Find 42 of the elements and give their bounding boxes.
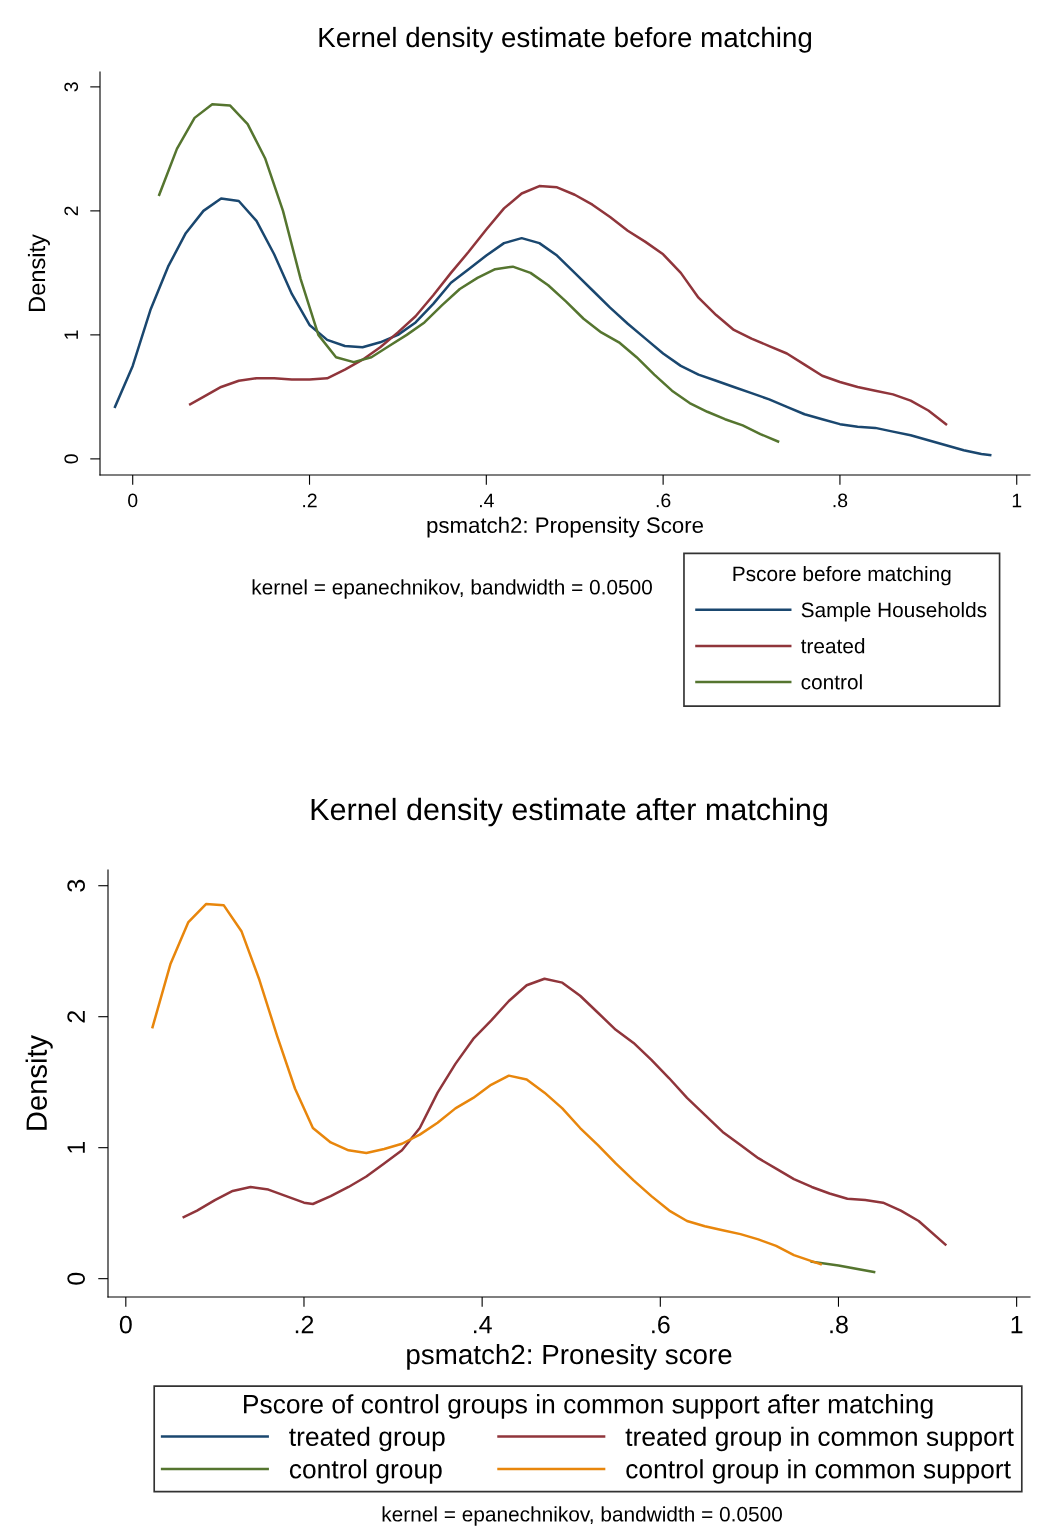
x-tick-label: .2 xyxy=(295,1315,314,1334)
x-tick-label: 1 xyxy=(1011,1315,1023,1334)
y-axis-title: Density xyxy=(25,1034,53,1130)
x-tick-label: .8 xyxy=(833,493,848,508)
line-series xyxy=(113,197,992,457)
line-series xyxy=(188,184,948,426)
chart-title: Kernel density estimate after matching xyxy=(311,797,827,827)
legend-label: treated xyxy=(800,638,865,654)
line-series xyxy=(182,977,947,1246)
y-tick-label: 3 xyxy=(67,879,85,892)
x-axis-title: psmatch2: Propensity Score xyxy=(427,516,703,538)
legend-label: control xyxy=(801,674,862,690)
x-axis-title: psmatch2: Pronesity score xyxy=(407,1343,732,1370)
x-tick-label: .2 xyxy=(303,493,317,508)
y-tick-label: 2 xyxy=(64,206,78,216)
legend-label: Sample Households xyxy=(801,602,987,622)
x-tick-label: .4 xyxy=(474,1315,492,1334)
legend-label: control group in common support xyxy=(626,1459,1011,1484)
x-tick-label: 0 xyxy=(128,493,138,508)
chart-title: Kernel density estimate before matching xyxy=(319,26,812,53)
y-tick-label: 1 xyxy=(64,330,78,339)
x-tick-label: 1 xyxy=(1012,493,1022,508)
legend-title: Pscore of control groups in common support after matching xyxy=(244,1394,933,1419)
x-tick-label: .4 xyxy=(479,493,494,508)
y-tick-label: 0 xyxy=(67,1272,85,1285)
y-tick-label: 2 xyxy=(67,1011,85,1023)
y-tick-label: 0 xyxy=(64,454,79,464)
line-series xyxy=(157,102,780,443)
text: kernel = epanechnikov, bandwidth = 0.0500 xyxy=(382,1506,782,1526)
legend-title: Pscore before matching xyxy=(733,565,951,586)
y-tick-label: 3 xyxy=(64,82,79,92)
legend-label: treated group xyxy=(289,1426,445,1452)
y-tick-label: 1 xyxy=(67,1141,85,1153)
x-tick-label: .8 xyxy=(830,1315,848,1334)
x-tick-label: .6 xyxy=(656,493,671,508)
legend-label: control group xyxy=(289,1459,442,1484)
x-tick-label: .6 xyxy=(652,1315,670,1334)
legend-label: treated group in common support xyxy=(625,1426,1014,1452)
line-series xyxy=(151,902,822,1266)
text: kernel = epanechnikov, bandwidth = 0.0500 xyxy=(252,579,652,599)
y-axis-title: Density xyxy=(27,234,50,311)
x-tick-label: 0 xyxy=(119,1315,132,1334)
